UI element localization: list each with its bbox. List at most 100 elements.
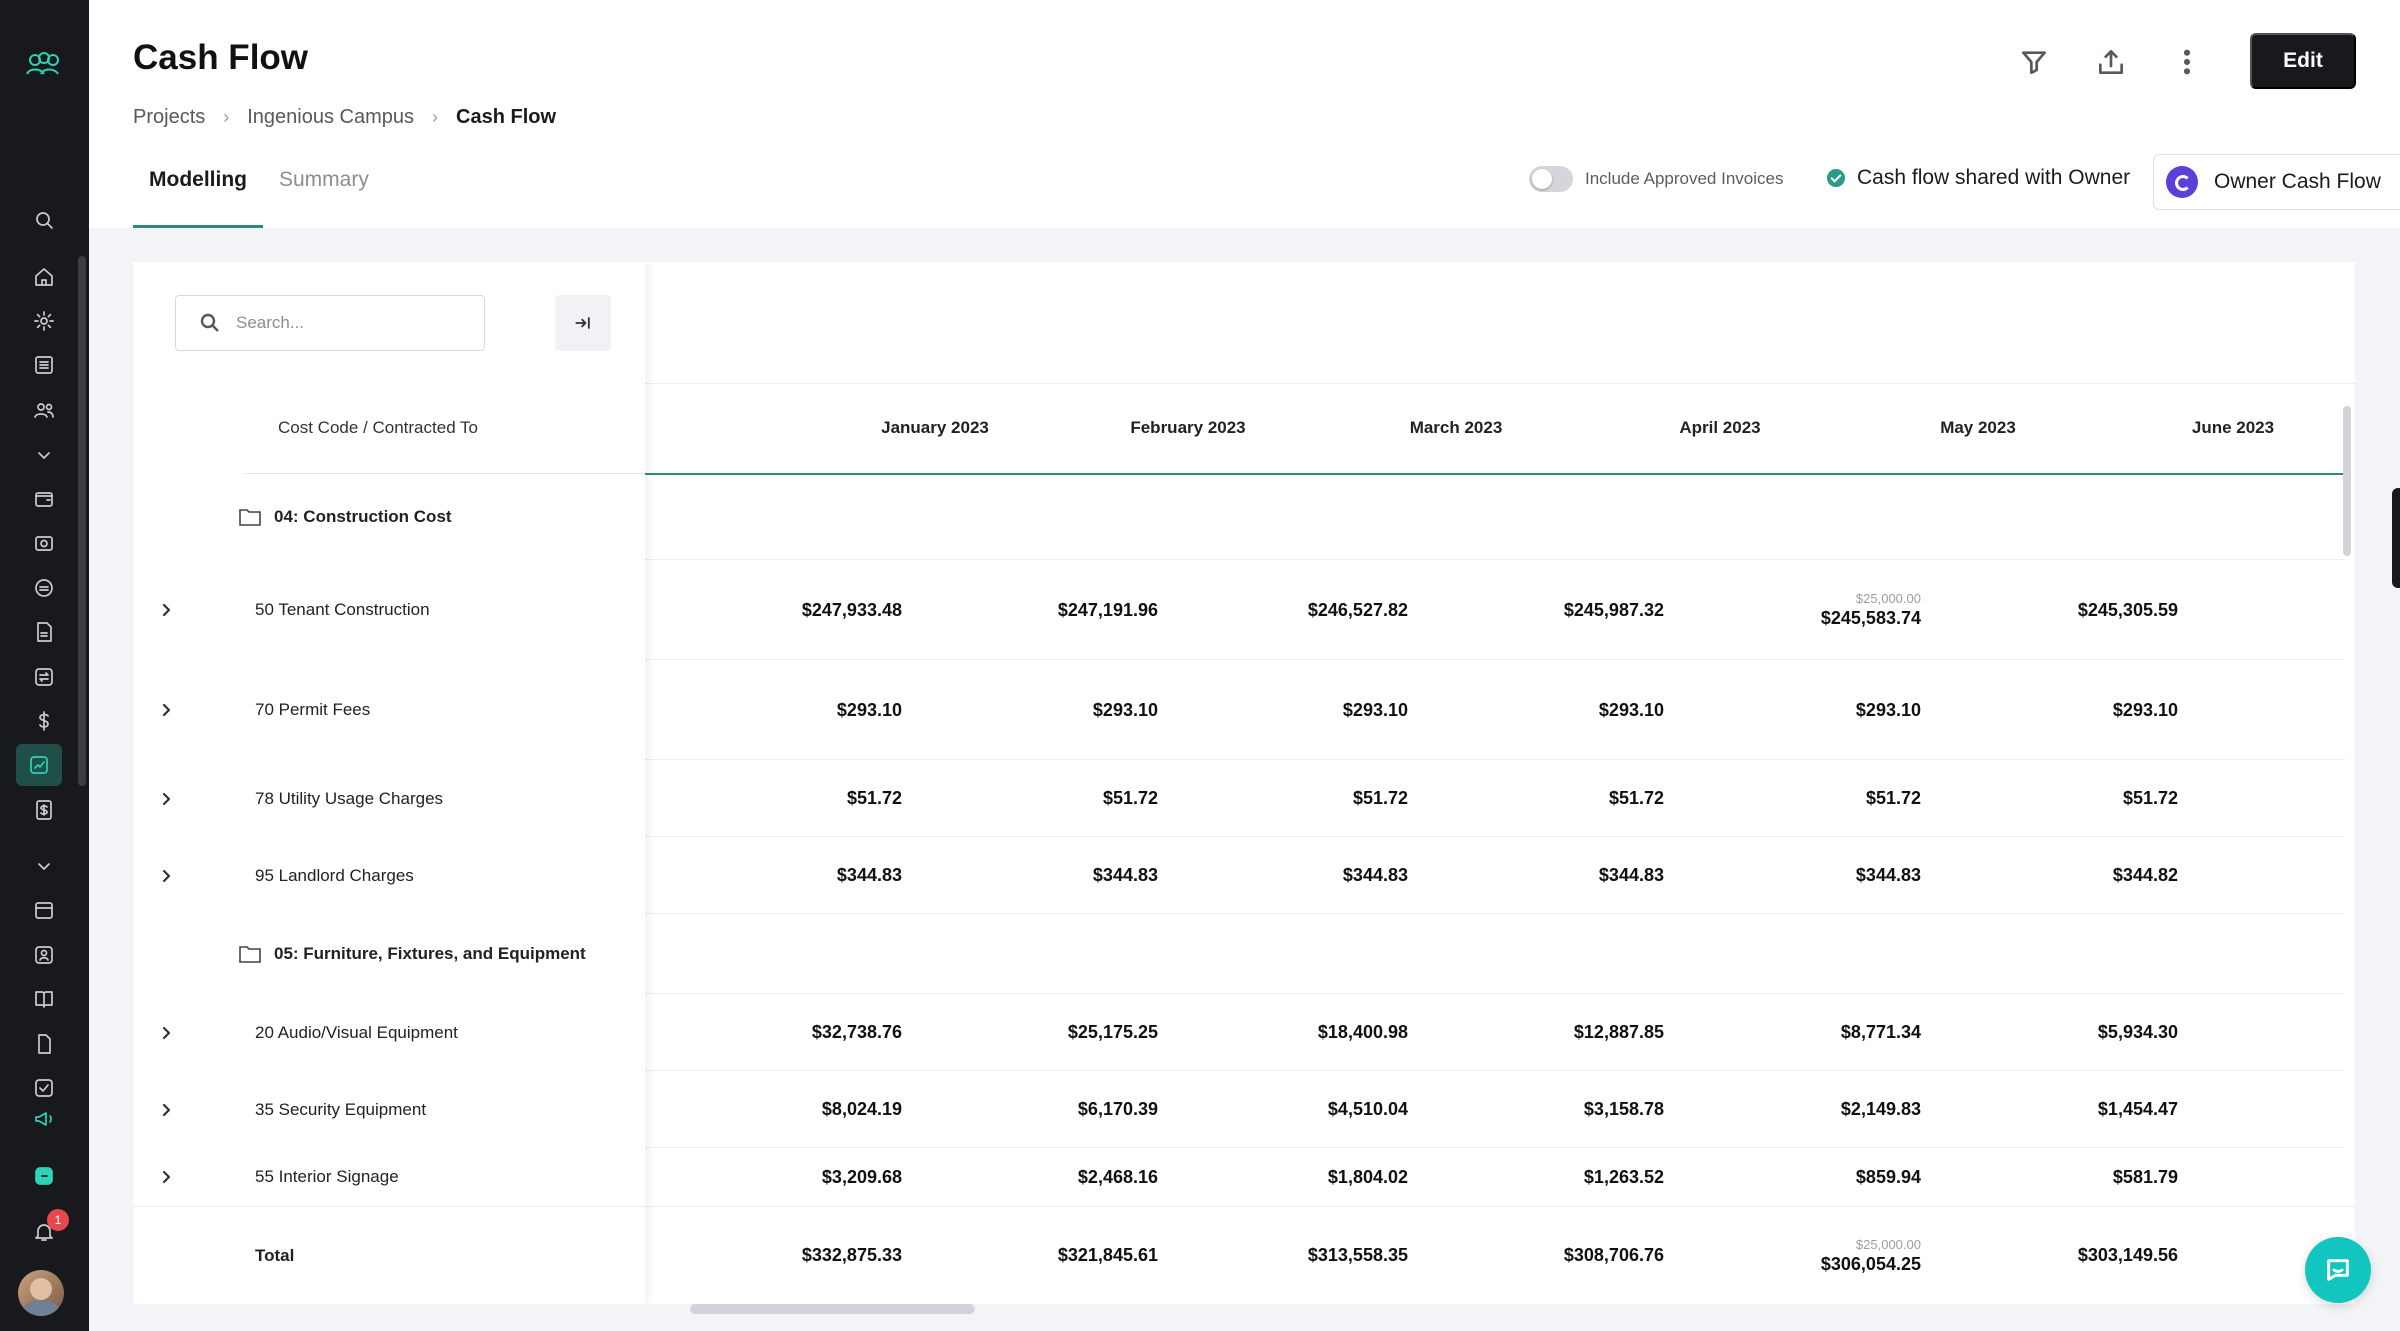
bell-icon[interactable] [29, 1217, 59, 1247]
chevron-right-icon[interactable] [158, 1169, 174, 1185]
cost-code-row[interactable]: 35 Security Equipment [133, 1071, 645, 1148]
table-cell[interactable]: $4,510.04 [1327, 1099, 1408, 1119]
table-cell[interactable]: $12,887.85 [1573, 1022, 1664, 1042]
chevron-right-icon[interactable] [158, 791, 174, 807]
table-cell[interactable]: $25,000.00 $245,583.74 [1741, 591, 1921, 629]
table-cell[interactable]: $344.82 [2112, 865, 2178, 885]
people-icon[interactable] [29, 395, 59, 425]
table-cell[interactable]: $2,468.16 [1077, 1166, 1158, 1187]
table-cell[interactable]: $25,175.25 [1067, 1022, 1158, 1042]
include-approved-invoices-toggle[interactable] [1529, 166, 1573, 192]
document-icon[interactable] [29, 617, 59, 647]
invoice-icon[interactable] [29, 795, 59, 825]
table-cell[interactable]: $247,191.96 [1057, 599, 1158, 620]
breadcrumb-project[interactable]: Ingenious Campus [247, 106, 415, 128]
calendar-icon[interactable] [29, 895, 59, 925]
table-cell[interactable]: $293.10 [836, 699, 902, 720]
camera-icon[interactable] [29, 528, 59, 558]
table-cell[interactable]: $3,158.78 [1583, 1099, 1664, 1119]
chat-launcher[interactable] [2305, 1237, 2371, 1303]
table-row[interactable]: $247,933.48 $247,191.96 $246,527.82 $245… [133, 560, 2355, 660]
table-cell[interactable]: $247,933.48 [801, 599, 902, 620]
cost-code-row[interactable]: 50 Tenant Construction [133, 560, 645, 660]
nav-scrollbar[interactable] [78, 256, 86, 786]
transfer-icon[interactable] [29, 662, 59, 692]
table-cell[interactable]: $293.10 [2112, 699, 2178, 720]
table-cell[interactable]: $2,149.83 [1840, 1099, 1921, 1119]
table-cell[interactable]: $293.10 [1855, 699, 1921, 720]
chevron-down-icon[interactable] [29, 851, 59, 881]
table-cell[interactable]: $344.83 [1092, 865, 1158, 885]
tab-summary[interactable]: Summary [279, 168, 369, 191]
chevron-right-icon[interactable] [158, 702, 174, 718]
table-cell[interactable]: $245,305.59 [2077, 599, 2178, 620]
tab-modelling[interactable]: Modelling [133, 160, 263, 228]
table-cell[interactable]: $293.10 [1092, 699, 1158, 720]
table-cell[interactable]: $1,454.47 [2097, 1099, 2178, 1119]
avatar[interactable] [18, 1270, 64, 1316]
table-cell[interactable]: $293.10 [1342, 699, 1408, 720]
chevron-down-icon[interactable] [29, 440, 59, 470]
table-cell[interactable]: $245,987.32 [1563, 599, 1664, 620]
table-cell[interactable]: $51.72 [1102, 788, 1158, 808]
table-cell[interactable]: $51.72 [1608, 788, 1664, 808]
cost-code-row[interactable]: 70 Permit Fees [133, 660, 645, 760]
chevron-right-icon[interactable] [158, 1102, 174, 1118]
table-cell[interactable]: $581.79 [2112, 1166, 2178, 1187]
table-cell[interactable]: $51.72 [1865, 788, 1921, 808]
upload-icon[interactable] [2091, 42, 2131, 82]
more-vertical-icon[interactable] [2167, 42, 2207, 82]
table-cell[interactable]: $344.83 [1342, 865, 1408, 885]
cost-code-row[interactable]: 55 Interior Signage [133, 1148, 645, 1206]
table-cell[interactable]: $344.83 [1855, 865, 1921, 885]
list-icon[interactable] [29, 350, 59, 380]
app-logo-icon[interactable] [24, 50, 64, 80]
table-cell[interactable]: $3,209.68 [821, 1166, 902, 1187]
view-select[interactable]: Owner Cash Flow ‹ [2153, 154, 2400, 210]
chevron-right-icon[interactable] [158, 1025, 174, 1041]
settings-icon[interactable] [29, 306, 59, 336]
table-cell[interactable]: $1,263.52 [1583, 1166, 1664, 1187]
table-cell[interactable]: $32,738.76 [811, 1022, 902, 1042]
coins-icon[interactable] [29, 573, 59, 603]
contact-icon[interactable] [29, 940, 59, 970]
group-row[interactable]: 05: Furniture, Fixtures, and Equipment [133, 914, 645, 994]
table-cell[interactable]: $344.83 [836, 865, 902, 885]
table-cell[interactable]: $8,024.19 [821, 1099, 902, 1119]
table-row[interactable]: $344.83 $344.83 $344.83 $344.83 $344.83 … [133, 837, 2355, 914]
cost-code-row[interactable]: 78 Utility Usage Charges [133, 760, 645, 837]
table-row[interactable]: $293.10 $293.10 $293.10 $293.10 $293.10 … [133, 660, 2355, 760]
table-cell[interactable]: $51.72 [846, 788, 902, 808]
side-drawer-handle[interactable] [2392, 488, 2400, 588]
file-icon[interactable] [29, 1029, 59, 1059]
table-row[interactable]: $8,024.19 $6,170.39 $4,510.04 $3,158.78 … [133, 1071, 2355, 1148]
horizontal-scrollbar[interactable] [690, 1304, 975, 1314]
chevron-right-icon[interactable] [158, 868, 174, 884]
book-icon[interactable] [29, 984, 59, 1014]
table-cell[interactable]: $5,934.30 [2097, 1022, 2178, 1042]
table-cell[interactable]: $51.72 [1352, 788, 1408, 808]
search-icon[interactable] [29, 205, 59, 235]
cash-flow-icon[interactable] [16, 744, 62, 786]
table-row[interactable]: $32,738.76 $25,175.25 $18,400.98 $12,887… [133, 994, 2355, 1071]
table-row[interactable]: $51.72 $51.72 $51.72 $51.72 $51.72 $51.7… [133, 760, 2355, 837]
table-row[interactable]: $3,209.68 $2,468.16 $1,804.02 $1,263.52 … [133, 1148, 2355, 1206]
table-cell[interactable]: $8,771.34 [1840, 1022, 1921, 1042]
edit-button[interactable]: Edit [2250, 33, 2356, 89]
megaphone-icon[interactable] [29, 1104, 59, 1134]
vertical-scrollbar[interactable] [2343, 406, 2351, 556]
collapse-panel-button[interactable] [555, 295, 611, 351]
table-cell[interactable]: $344.83 [1598, 865, 1664, 885]
wallet-icon[interactable] [29, 484, 59, 514]
search-input[interactable]: Search... [175, 295, 485, 351]
chevron-right-icon[interactable] [158, 602, 174, 618]
table-cell[interactable]: $18,400.98 [1317, 1022, 1408, 1042]
checklist-icon[interactable] [29, 1073, 59, 1103]
table-cell[interactable]: $293.10 [1598, 699, 1664, 720]
dollar-icon[interactable] [29, 706, 59, 736]
table-cell[interactable]: $859.94 [1855, 1166, 1921, 1187]
cost-code-header[interactable]: Cost Code / Contracted To [278, 418, 479, 437]
chat-support-icon[interactable] [29, 1161, 59, 1191]
home-icon[interactable] [29, 262, 59, 292]
table-cell[interactable]: $246,527.82 [1307, 599, 1408, 620]
